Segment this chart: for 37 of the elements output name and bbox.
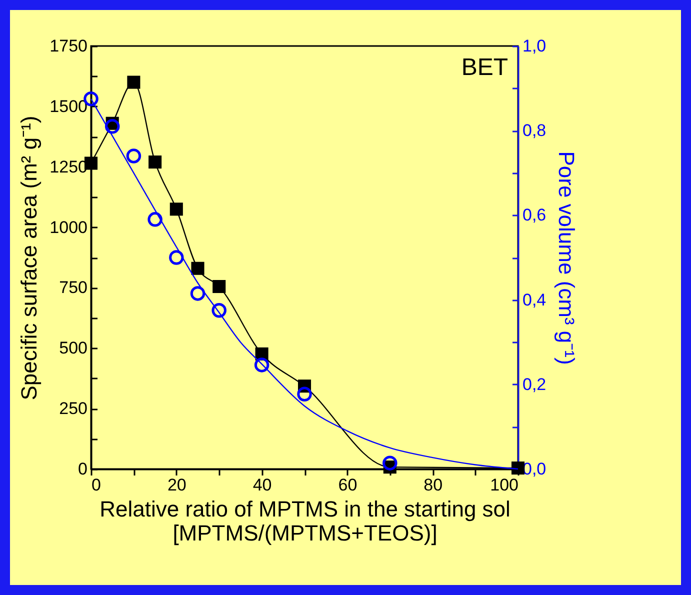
x-tick-label: 40 xyxy=(252,476,272,494)
x-tick-label: 20 xyxy=(167,476,186,494)
point xyxy=(169,250,184,265)
x-tick-label: 100 xyxy=(490,476,518,494)
point xyxy=(382,456,398,470)
y-tick-label: 1750 xyxy=(50,36,88,56)
y2-tick-label: 0,4 xyxy=(522,290,546,310)
y2-tick-label: 0,6 xyxy=(522,206,546,225)
y-axis-title: Specific surface area (m² g⁻¹) xyxy=(16,116,42,400)
point xyxy=(511,462,525,475)
y2-tick-label: 1,0 xyxy=(522,36,546,56)
y-tick-label: 250 xyxy=(59,399,88,418)
y2-tick-label: 0,8 xyxy=(522,121,546,140)
point xyxy=(127,76,140,89)
y2-axis-title: Pore volume (cm³ g⁻¹) xyxy=(554,151,580,365)
y-tick-label: 1000 xyxy=(50,218,88,237)
point xyxy=(148,212,162,227)
point xyxy=(190,286,206,301)
y2-tick-label: 0,2 xyxy=(522,374,546,394)
y-tick-label: 0 xyxy=(78,460,88,478)
x-tick-label: 80 xyxy=(424,476,443,494)
point xyxy=(126,148,142,164)
point xyxy=(212,280,226,294)
point xyxy=(191,262,204,275)
y-tick-label: 750 xyxy=(59,278,88,298)
y-tick-label: 500 xyxy=(59,338,88,358)
y-tick-label: 1500 xyxy=(50,96,88,116)
point xyxy=(254,358,270,372)
x-tick-label: 0 xyxy=(92,476,101,494)
point xyxy=(170,202,183,216)
point xyxy=(148,156,162,169)
annotation: BET xyxy=(461,54,508,81)
point xyxy=(104,119,120,134)
point xyxy=(212,303,226,318)
x-tick-label: 60 xyxy=(338,476,358,494)
point xyxy=(297,386,312,402)
x-axis-title: Relative ratio of MPTMS in the starting sol [MPTMS/(MPTMS+TEOS)] xyxy=(100,496,510,546)
